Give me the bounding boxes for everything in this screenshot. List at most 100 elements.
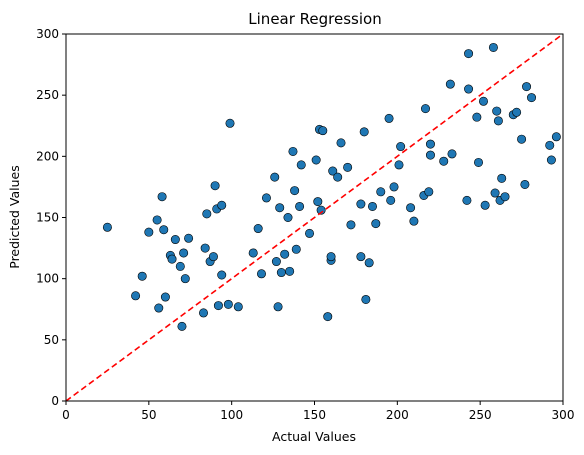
chart-title: Linear Regression bbox=[248, 10, 381, 28]
data-point bbox=[472, 112, 482, 122]
data-point bbox=[527, 93, 537, 103]
data-point bbox=[425, 150, 435, 160]
data-point bbox=[311, 155, 321, 165]
data-point bbox=[157, 192, 167, 202]
data-point bbox=[280, 249, 290, 259]
data-point bbox=[202, 209, 212, 219]
data-point bbox=[359, 127, 369, 137]
data-point bbox=[180, 274, 190, 284]
data-point bbox=[439, 156, 449, 166]
data-point bbox=[490, 188, 500, 198]
data-point bbox=[424, 187, 434, 197]
y-tick-label: 0 bbox=[51, 394, 59, 408]
data-point bbox=[356, 252, 366, 262]
x-axis-ticks: 0 50 100 150 200 250 300 bbox=[62, 401, 574, 422]
data-point bbox=[290, 186, 300, 196]
y-tick-label: 50 bbox=[44, 333, 59, 347]
data-point bbox=[175, 261, 185, 271]
data-point bbox=[213, 301, 223, 311]
data-point bbox=[492, 106, 502, 116]
data-point bbox=[328, 166, 338, 176]
data-point bbox=[318, 126, 328, 136]
data-point bbox=[152, 215, 162, 225]
data-point bbox=[296, 160, 306, 170]
data-point bbox=[233, 302, 243, 312]
data-point bbox=[386, 195, 396, 205]
data-point bbox=[316, 205, 326, 215]
data-point bbox=[283, 213, 293, 223]
data-point bbox=[160, 292, 170, 302]
y-tick-label: 200 bbox=[36, 149, 59, 163]
data-point bbox=[480, 200, 490, 210]
data-point bbox=[488, 42, 498, 52]
data-point bbox=[376, 187, 386, 197]
data-point bbox=[261, 193, 271, 203]
data-point bbox=[131, 291, 141, 301]
y-tick-label: 150 bbox=[36, 211, 59, 225]
data-point bbox=[273, 302, 283, 312]
plot-area bbox=[65, 33, 564, 402]
data-point bbox=[313, 197, 323, 207]
data-point bbox=[512, 107, 522, 117]
y-axis-label: Predicted Values bbox=[7, 165, 22, 269]
x-tick-label: 300 bbox=[552, 408, 575, 422]
data-point bbox=[478, 96, 488, 106]
data-point bbox=[474, 157, 484, 167]
data-point bbox=[137, 271, 147, 281]
data-point bbox=[384, 113, 394, 123]
data-point bbox=[493, 116, 503, 126]
data-point bbox=[346, 220, 356, 230]
data-point bbox=[210, 181, 220, 191]
data-point bbox=[546, 155, 556, 165]
data-point bbox=[522, 82, 532, 92]
data-point bbox=[305, 228, 315, 238]
data-point bbox=[409, 216, 419, 226]
data-point bbox=[177, 321, 187, 331]
data-point bbox=[270, 172, 280, 182]
y-tick-label: 300 bbox=[36, 27, 59, 41]
data-point bbox=[256, 269, 266, 279]
data-point bbox=[420, 104, 430, 114]
x-axis-label: Actual Values bbox=[272, 429, 356, 444]
data-point bbox=[154, 303, 164, 313]
data-point bbox=[170, 235, 180, 245]
data-point bbox=[288, 146, 298, 156]
data-point bbox=[326, 252, 336, 262]
data-point bbox=[425, 139, 435, 149]
data-point bbox=[333, 172, 343, 182]
data-point bbox=[462, 195, 472, 205]
data-point bbox=[517, 134, 527, 144]
data-point bbox=[271, 257, 281, 267]
data-point bbox=[551, 132, 561, 142]
y-tick-label: 250 bbox=[36, 88, 59, 102]
y-axis-ticks: 0 50 100 150 200 250 300 bbox=[36, 27, 66, 408]
data-point bbox=[464, 84, 474, 94]
data-point bbox=[545, 140, 555, 150]
x-tick-label: 150 bbox=[303, 408, 326, 422]
data-point bbox=[371, 219, 381, 229]
data-point bbox=[199, 308, 209, 318]
data-point bbox=[217, 270, 227, 280]
y-tick-label: 100 bbox=[36, 272, 59, 286]
data-point bbox=[217, 200, 227, 210]
data-point bbox=[102, 222, 112, 232]
data-point bbox=[396, 142, 406, 152]
data-points bbox=[102, 42, 561, 331]
data-point bbox=[464, 49, 474, 59]
data-point bbox=[159, 225, 169, 235]
x-tick-label: 0 bbox=[62, 408, 70, 422]
data-point bbox=[500, 192, 510, 202]
x-tick-label: 250 bbox=[469, 408, 492, 422]
data-point bbox=[497, 173, 507, 183]
data-point bbox=[406, 203, 416, 213]
data-point bbox=[208, 252, 218, 262]
data-point bbox=[295, 201, 305, 211]
data-point bbox=[225, 118, 235, 128]
data-point bbox=[275, 203, 285, 213]
x-tick-label: 200 bbox=[386, 408, 409, 422]
data-point bbox=[144, 227, 154, 237]
data-point bbox=[447, 149, 457, 159]
data-point bbox=[167, 254, 177, 264]
data-point bbox=[336, 138, 346, 148]
